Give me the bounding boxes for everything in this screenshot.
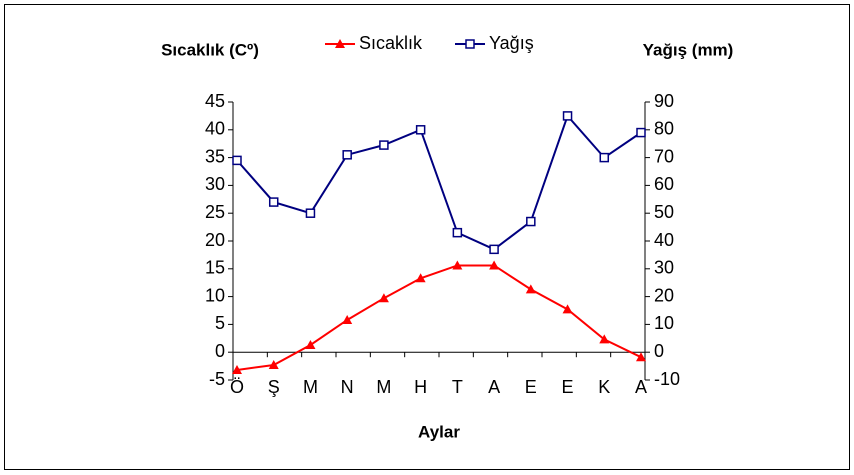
point — [232, 155, 242, 166]
y2-tick-label: 40 — [654, 230, 674, 250]
point — [378, 293, 389, 303]
x-axis-title: Aylar — [418, 422, 460, 441]
series-line — [236, 113, 642, 251]
point — [268, 359, 279, 369]
y2-tick-label: 70 — [654, 146, 674, 166]
x-tick-label: K — [598, 377, 610, 397]
y-tick-label: 40 — [205, 119, 225, 139]
y-tick-label: 0 — [215, 341, 225, 361]
point — [379, 140, 389, 150]
point — [452, 227, 463, 238]
point — [599, 152, 610, 163]
x-tick-label: E — [562, 377, 574, 397]
point — [415, 125, 426, 135]
x-tick-label: A — [488, 377, 500, 397]
x-tick-label: E — [525, 377, 537, 397]
x-tick-label: M — [376, 377, 391, 397]
x-tick-label: Ş — [268, 377, 280, 397]
y2-tick-label: -10 — [654, 369, 680, 389]
point — [636, 127, 646, 138]
y2-tick-label: 60 — [654, 174, 674, 194]
series-line — [236, 264, 642, 371]
x-tick-label: A — [635, 377, 647, 397]
point — [452, 260, 463, 270]
y-tick-label: 30 — [205, 174, 225, 194]
y2-tick-label: 50 — [654, 202, 674, 222]
point — [268, 197, 279, 207]
point — [525, 284, 536, 294]
y2-tick-label: 20 — [654, 285, 674, 305]
y-tick-label: 45 — [205, 91, 225, 111]
x-tick-label: H — [414, 377, 427, 397]
legend-label: Yağış — [489, 33, 534, 53]
y-tick-label: 35 — [205, 146, 225, 166]
point — [465, 39, 475, 49]
y-tick-label: 20 — [205, 230, 225, 250]
point — [636, 352, 646, 362]
x-tick-label: Ö — [230, 377, 244, 397]
y2-axis-title: Yağış (mm) — [643, 40, 734, 59]
y2-tick-label: 10 — [654, 313, 674, 333]
point — [342, 150, 352, 160]
point — [415, 273, 426, 283]
point — [526, 216, 536, 227]
point — [342, 314, 353, 324]
y-tick-label: 5 — [215, 313, 225, 333]
point — [599, 334, 610, 344]
point — [232, 364, 242, 374]
y-axis-title: Sıcaklık (Cº) — [161, 40, 259, 59]
point — [305, 208, 316, 218]
point — [489, 260, 500, 270]
y-tick-label: 15 — [205, 258, 225, 278]
point — [489, 244, 499, 255]
y-tick-label: 10 — [205, 285, 225, 305]
point — [562, 304, 573, 314]
point — [305, 339, 316, 349]
x-tick-label: N — [341, 377, 354, 397]
y2-tick-label: 90 — [654, 91, 674, 111]
x-tick-label: M — [303, 377, 318, 397]
point — [335, 39, 345, 48]
chart-frame — [4, 4, 850, 470]
y-tick-label: -5 — [209, 369, 225, 389]
y2-tick-label: 80 — [654, 119, 674, 139]
x-tick-label: T — [452, 377, 463, 397]
y-tick-label: 25 — [205, 202, 225, 222]
y2-tick-label: 30 — [654, 258, 674, 278]
point — [562, 111, 573, 121]
legend-label: Sıcaklık — [359, 33, 423, 53]
y2-tick-label: 0 — [654, 341, 664, 361]
